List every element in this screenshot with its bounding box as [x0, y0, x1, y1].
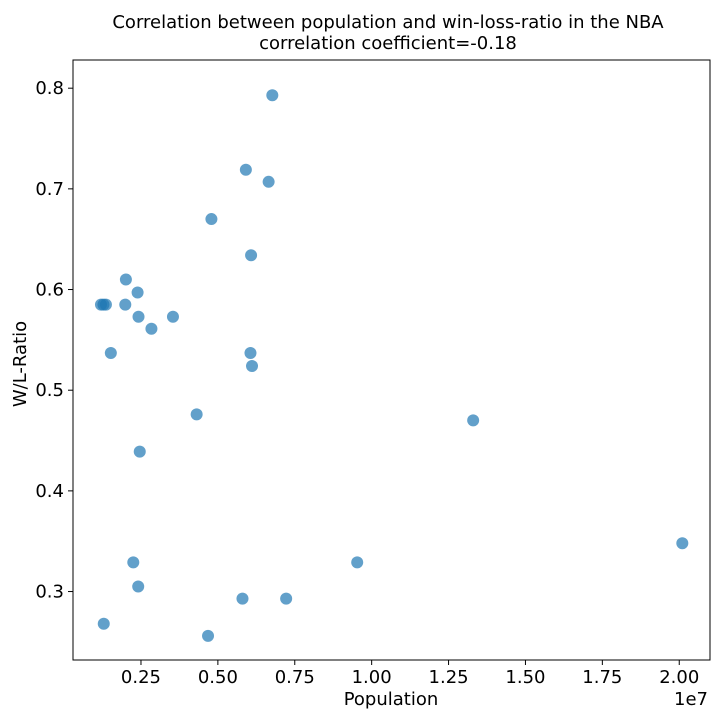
- x-tick-label: 2.00: [659, 667, 699, 688]
- x-tick-label: 1.50: [505, 667, 545, 688]
- data-point: [280, 592, 293, 605]
- data-point: [245, 249, 258, 262]
- x-tick-label: 0.25: [121, 667, 161, 688]
- plot-frame: [72, 59, 711, 661]
- data-point: [133, 445, 146, 458]
- data-point: [244, 346, 257, 359]
- data-point: [127, 556, 140, 569]
- data-point: [467, 414, 480, 427]
- data-point: [239, 163, 252, 176]
- data-point: [145, 322, 158, 335]
- y-axis-label: W/L-Ratio: [10, 321, 31, 407]
- data-point: [676, 537, 689, 550]
- data-point: [97, 617, 110, 630]
- x-tick-label: 0.75: [275, 667, 315, 688]
- data-point: [99, 298, 112, 311]
- data-point: [119, 273, 132, 286]
- data-point: [104, 346, 117, 359]
- y-tick-label: 0.4: [35, 481, 64, 502]
- x-tick-label: 1.25: [429, 667, 469, 688]
- data-point: [132, 310, 145, 323]
- data-point: [205, 213, 218, 226]
- data-point: [266, 89, 279, 102]
- x-tick-label: 0.50: [198, 667, 238, 688]
- y-tick-label: 0.6: [35, 280, 64, 301]
- y-tick-label: 0.3: [35, 582, 64, 603]
- data-point: [202, 629, 215, 642]
- y-tick-label: 0.8: [35, 78, 64, 99]
- data-point: [131, 286, 144, 299]
- chart-title: Correlation between population and win-l…: [112, 12, 664, 33]
- data-point: [132, 580, 145, 593]
- data-point: [190, 408, 203, 421]
- x-tick-label: 1.00: [352, 667, 392, 688]
- y-tick-label: 0.5: [35, 380, 64, 401]
- data-point: [262, 175, 275, 188]
- plot-area: 0.25 0.50 0.75 1.00 1.25 1.50 1.75 2.00 0.3 0.4 0.…: [35, 59, 711, 688]
- data-point: [119, 298, 132, 311]
- data-point: [351, 556, 364, 569]
- chart-subtitle: correlation coefficient=-0.18: [259, 33, 517, 54]
- data-point: [166, 310, 179, 323]
- y-tick-label: 0.7: [35, 179, 64, 200]
- x-axis-label: Population: [344, 689, 439, 710]
- data-point: [236, 592, 249, 605]
- data-point: [246, 360, 259, 373]
- x-tick-label: 1.75: [582, 667, 622, 688]
- x-axis-scale-offset: 1e7: [674, 689, 708, 710]
